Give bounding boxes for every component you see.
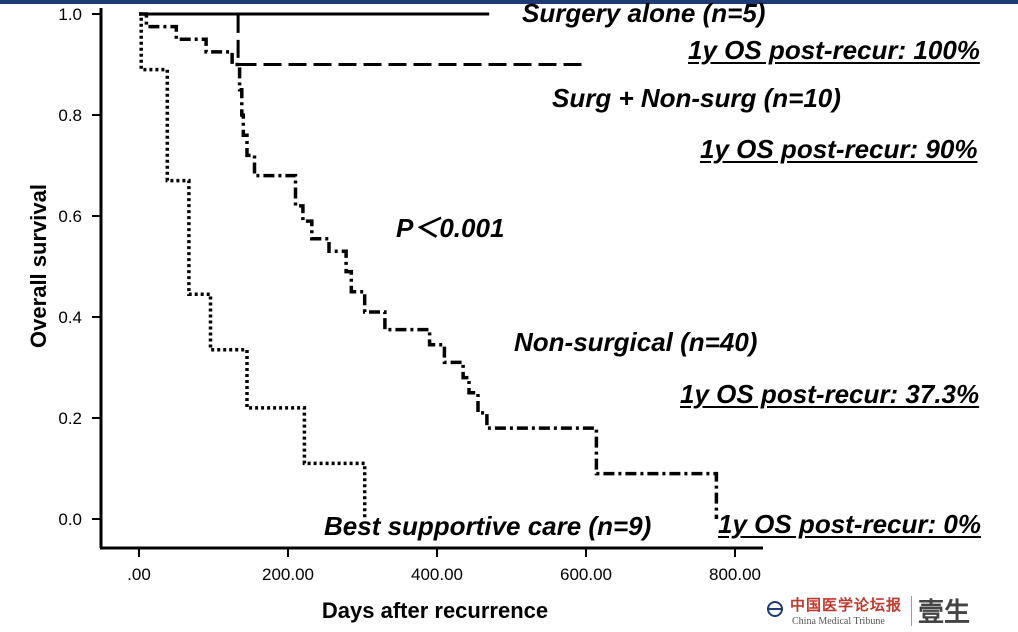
label-nonsurgical: Non-surgical (n=40) (514, 327, 758, 357)
label-best-supportive-care: Best supportive care (n=9) (324, 511, 652, 541)
y-tick-label: 0.6 (58, 207, 82, 226)
y-tick-label: 0.8 (58, 106, 82, 125)
label-os-surgery-alone: 1y OS post-recur: 100% (688, 35, 980, 65)
label-os-nonsurgical: 1y OS post-recur: 37.3% (680, 379, 980, 409)
publisher-name-en: China Medical Tribune (792, 616, 885, 627)
y-tick-label: 0.0 (58, 510, 82, 529)
x-tick-label: 600.00 (560, 565, 612, 584)
y-tick-label: 0.4 (58, 308, 82, 327)
x-tick-label: .00 (127, 565, 151, 584)
y-tick-label: 1.0 (58, 5, 82, 24)
label-os-best-supportive-care: 1y OS post-recur: 0% (718, 509, 981, 539)
label-surgery-alone: Surgery alone (n=5) (522, 0, 766, 28)
china-medical-tribune-logo-icon (767, 601, 783, 617)
label-os-surg-nonsurg: 1y OS post-recur: 90% (700, 134, 978, 164)
publisher-footer: 中国医学论坛报 China Medical Tribune 壹生 (762, 592, 1012, 630)
footer-divider (911, 596, 912, 626)
label-p-value: P＜0.001 (396, 213, 505, 243)
label-surg-nonsurg: Surg + Non-surg (n=10) (552, 83, 841, 113)
series-line-4 (139, 12, 367, 519)
y-tick-label: 0.2 (58, 409, 82, 428)
publisher-name-cn: 中国医学论坛报 (790, 596, 903, 614)
x-tick-label: 800.00 (709, 565, 761, 584)
x-axis-title: Days after recurrence (322, 598, 548, 623)
y-axis-title: Overall survival (26, 184, 51, 348)
x-tick-label: 400.00 (411, 565, 463, 584)
brand-name: 壹生 (918, 598, 971, 628)
x-tick-label: 200.00 (262, 565, 314, 584)
top-accent-bar (0, 0, 1018, 4)
